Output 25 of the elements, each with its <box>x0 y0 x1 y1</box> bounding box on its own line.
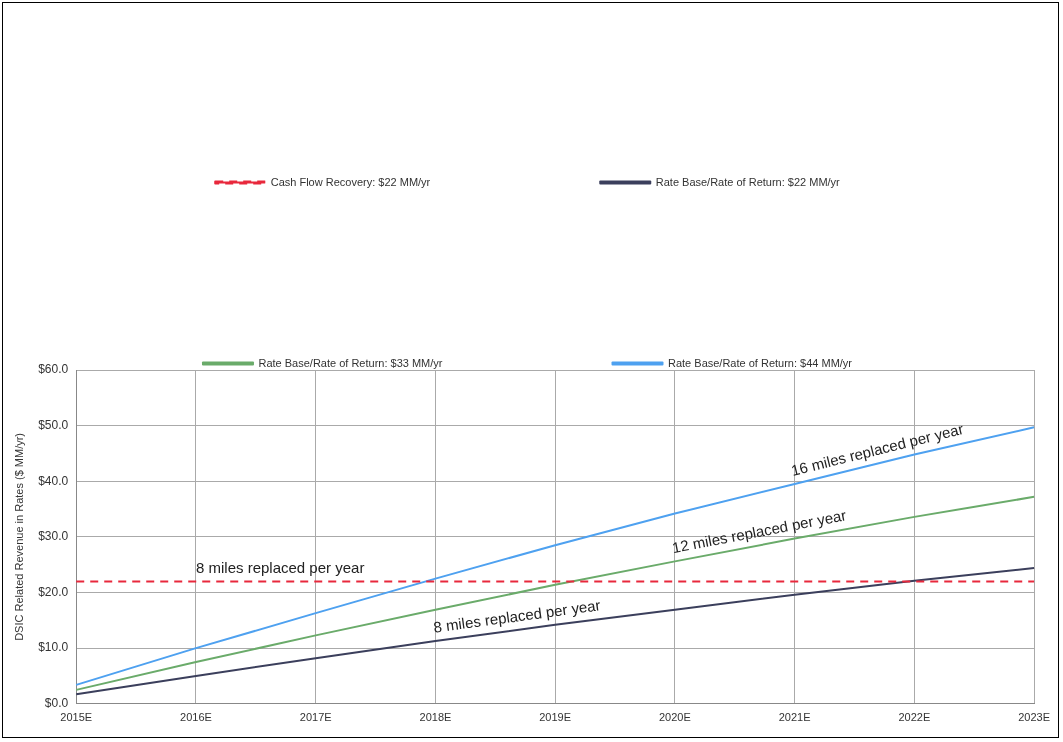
y-tick-label: $30.0 <box>38 529 69 544</box>
x-tick-label: 2019E <box>539 711 572 724</box>
x-tick-label: 2022E <box>898 711 931 724</box>
annotation: 8 miles replaced per year <box>195 559 365 577</box>
y-axis-title: DSIC Related Revenue in Rates ($ MM/yr) <box>12 432 25 641</box>
annotation: 8 miles replaced per year <box>432 596 602 636</box>
legend-label: Rate Base/Rate of Return: $33 MM/yr <box>258 356 443 369</box>
y-tick-label: $0.0 <box>44 696 69 711</box>
annotation: 12 miles replaced per year <box>670 506 848 557</box>
x-tick-label: 2015E <box>60 711 93 724</box>
x-tick-label: 2023E <box>1018 711 1050 724</box>
y-tick-label: $50.0 <box>38 417 69 432</box>
x-tick-label: 2018E <box>419 711 452 724</box>
x-tick-label: 2017E <box>299 711 332 724</box>
legend-label: Rate Base/Rate of Return: $22 MM/yr <box>655 175 841 188</box>
x-tick-label: 2020E <box>658 711 691 724</box>
annotation: 16 miles replaced per year <box>789 420 965 479</box>
y-tick-label: $20.0 <box>38 584 69 599</box>
y-tick-label: $40.0 <box>38 473 69 488</box>
y-tick-label: $10.0 <box>38 640 69 655</box>
x-tick-label: 2021E <box>778 711 811 724</box>
legend-label: Rate Base/Rate of Return: $44 MM/yr <box>668 356 853 369</box>
y-tick-label: $60.0 <box>38 362 69 377</box>
x-tick-label: 2016E <box>180 711 212 724</box>
legend-label: Cash Flow Recovery: $22 MM/yr <box>270 175 431 188</box>
